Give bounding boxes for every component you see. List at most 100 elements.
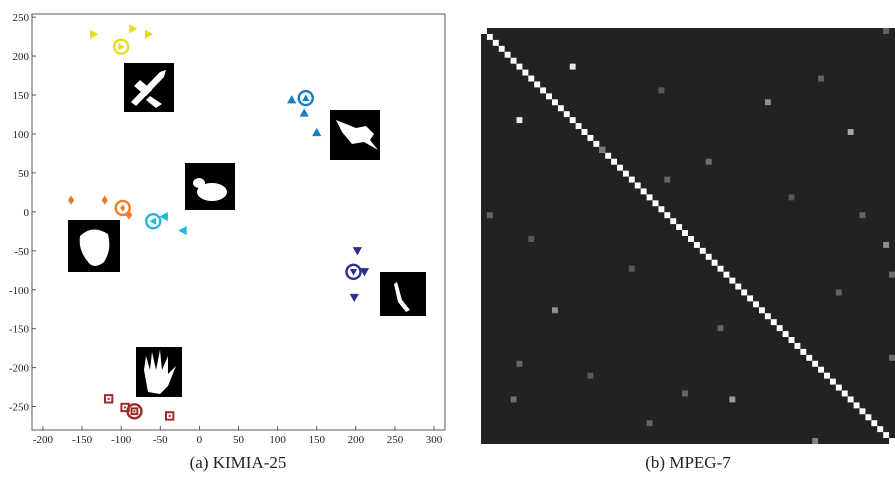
- diagonal-cell: [605, 153, 611, 159]
- diagonal-cell: [511, 58, 517, 64]
- marker: [300, 108, 309, 116]
- diagonal-cell: [558, 105, 564, 111]
- matrix-cell: [836, 289, 842, 295]
- x-tick-label: 150: [308, 434, 325, 446]
- diagonal-cell: [706, 254, 712, 260]
- diagonal-cell: [552, 99, 558, 105]
- matrix-cell: [587, 373, 593, 379]
- caption: (b) MPEG-7: [645, 453, 731, 472]
- diagonal-cell: [587, 135, 593, 141]
- diagonal-cell: [735, 284, 741, 290]
- diagonal-cell: [877, 426, 883, 432]
- diagonal-cell: [481, 28, 487, 34]
- x-tick-label: -200: [33, 434, 54, 446]
- matrix-cell: [658, 87, 664, 93]
- diagonal-cell: [623, 171, 629, 177]
- x-tick-label: 250: [387, 434, 404, 446]
- diagonal-cell: [611, 159, 617, 165]
- diagonal-cell: [842, 391, 848, 397]
- matrix-cell: [599, 147, 605, 153]
- marker: [312, 128, 321, 136]
- point: [178, 226, 186, 235]
- diagonal-cell: [546, 93, 552, 99]
- point: [90, 30, 98, 39]
- diagonal-cell: [883, 432, 889, 438]
- y-tick-label: 200: [13, 51, 30, 63]
- matrix-cell: [860, 212, 866, 218]
- diagonal-cell: [670, 218, 676, 224]
- diagonal-cell: [522, 70, 528, 76]
- marker: [90, 30, 98, 39]
- diagonal-cell: [865, 414, 871, 420]
- diagonal-cell: [800, 349, 806, 355]
- diagonal-cell: [664, 212, 670, 218]
- point: [166, 412, 173, 419]
- x-tick-label: 300: [426, 434, 443, 446]
- diagonal-cell: [617, 165, 623, 171]
- diagonal-cell: [848, 396, 854, 402]
- diagonal-cell: [747, 295, 753, 301]
- diagonal-cell: [729, 278, 735, 284]
- diagonal-cell: [676, 224, 682, 230]
- diagonal-cell: [487, 34, 493, 40]
- diagonal-cell: [641, 188, 647, 194]
- diagonal-cell: [593, 141, 599, 147]
- diagonal-cell: [783, 331, 789, 337]
- marker: [68, 196, 74, 205]
- marker: [126, 210, 132, 219]
- matrix-cell: [682, 391, 688, 397]
- marker: [129, 24, 137, 33]
- point: [346, 265, 360, 279]
- point: [353, 247, 362, 255]
- matrix-cell: [812, 438, 818, 444]
- diagonal-cell: [516, 64, 522, 70]
- marker: [120, 204, 125, 211]
- diagonal-cell: [836, 385, 842, 391]
- diagonal-cell: [759, 307, 765, 313]
- y-tick-label: 100: [13, 129, 30, 141]
- matrix-cell: [511, 396, 517, 402]
- point: [287, 95, 296, 103]
- point: [312, 128, 321, 136]
- diagonal-cell: [818, 367, 824, 373]
- diagonal-cell: [794, 343, 800, 349]
- diagonal-cell: [712, 260, 718, 266]
- diagonal-cell: [582, 129, 588, 135]
- y-tick-label: 250: [13, 12, 30, 24]
- diagonal-cell: [871, 420, 877, 426]
- marker: [150, 218, 156, 225]
- thumbnails: [68, 63, 426, 397]
- matrix-cell: [706, 159, 712, 165]
- y-tick-label: -50: [14, 246, 29, 258]
- diagonal-cell: [570, 117, 576, 123]
- y-tick-label: 0: [24, 207, 30, 219]
- diagonal-cell: [789, 337, 795, 343]
- diagonal-cell: [718, 266, 724, 272]
- marker: [145, 30, 153, 39]
- point: [300, 108, 309, 116]
- marker: [302, 95, 309, 101]
- marker-dot: [108, 398, 110, 400]
- diagonal-cell: [806, 355, 812, 361]
- diagonal-cell: [753, 301, 759, 307]
- diagonal-cell: [777, 325, 783, 331]
- diagonal-cell: [723, 272, 729, 278]
- diagonal-cell: [824, 373, 830, 379]
- matrix-cell: [647, 420, 653, 426]
- marker-dot: [133, 410, 135, 412]
- diagonal-cell: [854, 402, 860, 408]
- marker: [287, 95, 296, 103]
- y-tick-label: 50: [18, 168, 30, 180]
- diagonal-cell: [493, 40, 499, 46]
- x-tick-label: -100: [111, 434, 132, 446]
- matrix-cell: [848, 129, 854, 135]
- matrix-cell: [516, 117, 522, 123]
- matrix-cell: [664, 177, 670, 183]
- matrix-cell: [487, 212, 493, 218]
- diagonal-cell: [629, 177, 635, 183]
- marker: [102, 196, 108, 205]
- diagonal-cell: [688, 236, 694, 242]
- diagonal-cell: [765, 313, 771, 319]
- point: [350, 294, 359, 302]
- marker: [350, 269, 357, 275]
